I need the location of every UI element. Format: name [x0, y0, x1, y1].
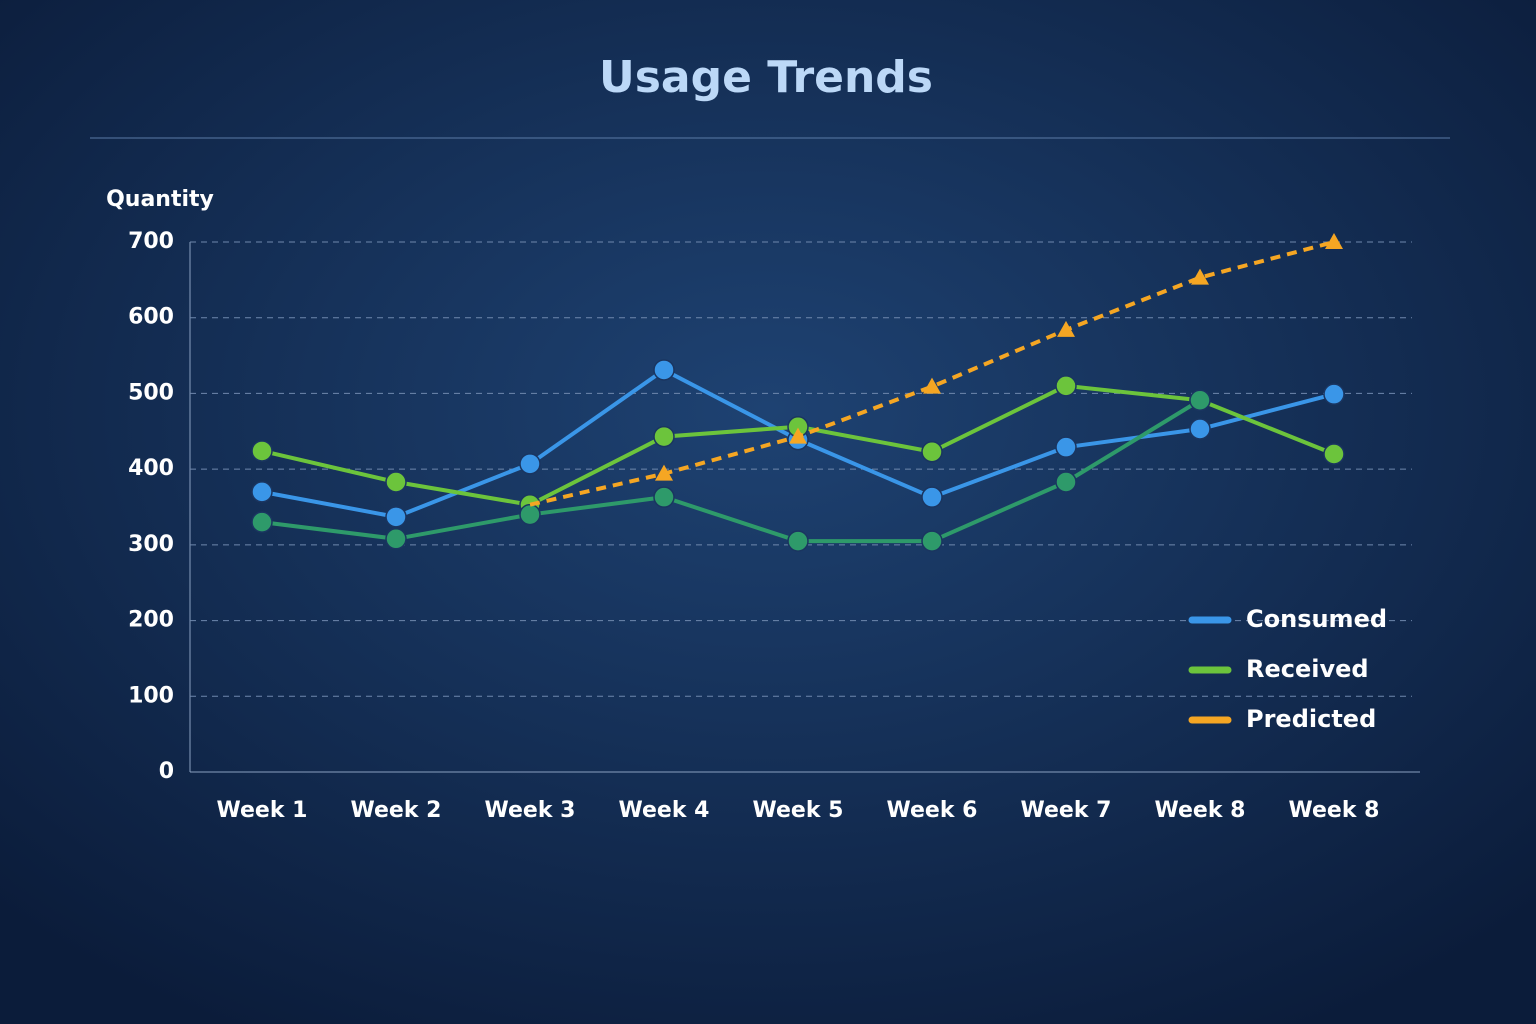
marker — [1055, 471, 1077, 493]
marker — [923, 377, 941, 394]
marker — [519, 503, 541, 526]
x-tick-label: Week 1 — [217, 798, 308, 823]
y-tick-label: 700 — [128, 229, 174, 254]
marker — [921, 530, 943, 552]
y-tick-label: 500 — [128, 380, 174, 405]
y-tick-label: 0 — [159, 759, 174, 784]
marker — [385, 506, 407, 528]
y-axis-label: Quantity — [106, 187, 214, 212]
marker — [921, 486, 943, 508]
legend-label: Predicted — [1246, 705, 1376, 733]
y-tick-label: 100 — [128, 683, 174, 708]
y-tick-label: 400 — [128, 456, 174, 481]
marker — [1325, 233, 1343, 249]
marker — [1055, 375, 1077, 397]
marker — [653, 359, 675, 381]
marker — [251, 511, 273, 533]
series-line — [261, 398, 1202, 544]
marker — [385, 471, 407, 493]
legend-label: Received — [1246, 655, 1369, 683]
marker — [653, 425, 675, 448]
x-tick-label: Week 3 — [485, 798, 576, 823]
x-tick-label: Week 5 — [753, 798, 844, 823]
legend-label: Consumed — [1246, 605, 1387, 633]
marker — [1323, 443, 1345, 465]
marker — [1189, 418, 1211, 440]
x-tick-label: Week 7 — [1021, 798, 1112, 823]
marker — [653, 486, 675, 508]
x-tick-label: Week 6 — [887, 798, 978, 823]
marker — [921, 440, 943, 463]
marker — [1189, 389, 1211, 411]
y-tick-label: 600 — [128, 305, 174, 330]
marker — [787, 530, 809, 552]
marker — [789, 427, 807, 444]
marker — [251, 481, 273, 503]
marker — [519, 453, 541, 475]
x-tick-label: Week 8 — [1289, 798, 1380, 823]
y-tick-label: 200 — [128, 608, 174, 633]
marker — [1191, 268, 1209, 285]
marker — [655, 464, 673, 481]
marker — [1055, 436, 1077, 458]
marker — [251, 440, 273, 462]
marker — [1323, 383, 1345, 405]
marker — [1057, 320, 1075, 337]
x-tick-label: Week 4 — [619, 798, 710, 823]
x-tick-label: Week 2 — [351, 798, 442, 823]
marker — [385, 528, 407, 550]
x-tick-label: Week 8 — [1155, 798, 1246, 823]
y-tick-label: 300 — [128, 532, 174, 557]
chart-title: Usage Trends — [599, 52, 933, 103]
